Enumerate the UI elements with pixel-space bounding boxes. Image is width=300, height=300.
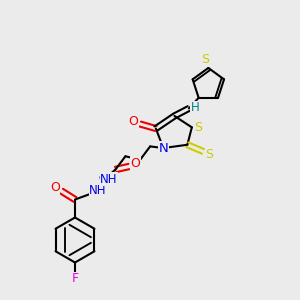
Text: F: F (71, 272, 79, 286)
Text: N: N (158, 142, 168, 154)
Text: S: S (201, 53, 209, 66)
Text: O: O (129, 115, 139, 128)
Text: S: S (206, 148, 214, 161)
Text: O: O (50, 181, 60, 194)
Text: H: H (191, 101, 200, 114)
Text: NH: NH (100, 173, 118, 186)
Text: O: O (131, 157, 140, 170)
Text: S: S (194, 121, 202, 134)
Text: NH: NH (89, 184, 107, 197)
